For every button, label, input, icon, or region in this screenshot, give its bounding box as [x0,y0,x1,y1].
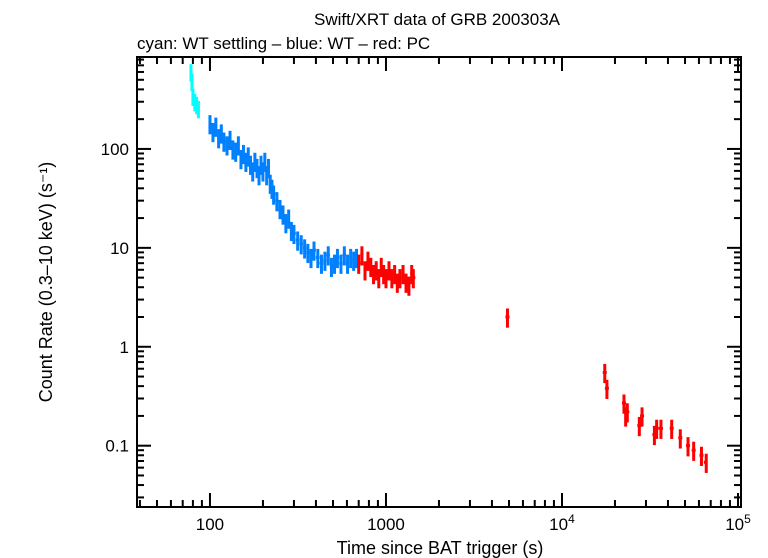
y-tick-label: 100 [101,140,129,159]
y-tick-label: 10 [110,239,129,258]
chart-subtitle: cyan: WT settling – blue: WT – red: PC [137,34,430,53]
y-tick-label: 1 [120,338,129,357]
x-tick-label: 1000 [367,515,405,534]
y-axis-label: Count Rate (0.3–10 keV) (s⁻¹) [36,162,56,403]
x-tick-label: 105 [725,512,751,534]
x-tick-label: 100 [196,515,224,534]
chart-title: Swift/XRT data of GRB 200303A [314,10,561,29]
x-axis-label: Time since BAT trigger (s) [337,538,544,558]
plot-frame [136,56,742,508]
x-tick-label: 104 [549,512,575,534]
y-tick-label: 0.1 [105,437,129,456]
